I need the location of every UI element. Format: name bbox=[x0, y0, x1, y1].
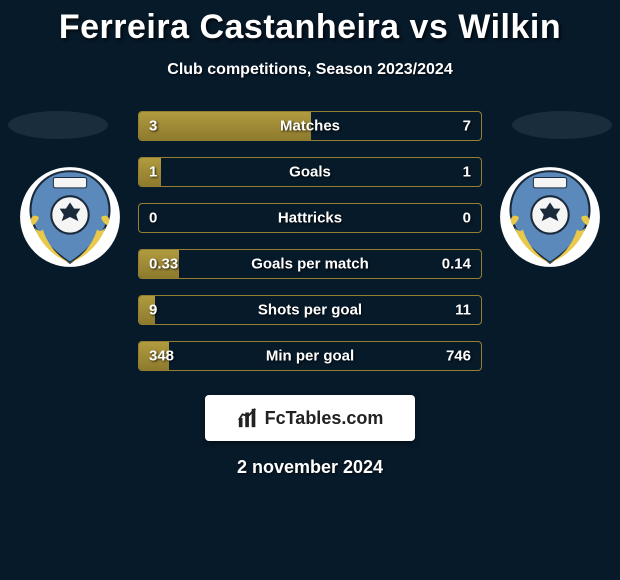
stat-value-right: 746 bbox=[446, 348, 471, 365]
stat-row: 0.33 Goals per match 0.14 bbox=[138, 249, 482, 279]
stat-value-right: 0 bbox=[463, 210, 471, 227]
club-crest-right bbox=[498, 165, 602, 269]
stat-label: Shots per goal bbox=[258, 302, 362, 319]
stat-value-right: 7 bbox=[463, 118, 471, 135]
stat-row: 1 Goals 1 bbox=[138, 157, 482, 187]
stat-value-left: 3 bbox=[149, 118, 157, 135]
comparison-panel: 3 Matches 7 1 Goals 1 0 Hattricks 0 0.33… bbox=[0, 111, 620, 478]
club-crest-icon bbox=[18, 165, 122, 269]
stat-label: Goals per match bbox=[251, 256, 369, 273]
stat-value-right: 11 bbox=[455, 302, 471, 319]
stat-value-right: 1 bbox=[463, 164, 471, 181]
club-crest-left bbox=[18, 165, 122, 269]
brand-badge[interactable]: FcTables.com bbox=[205, 395, 415, 441]
stat-label: Goals bbox=[289, 164, 331, 181]
page-subtitle: Club competitions, Season 2023/2024 bbox=[0, 61, 620, 79]
stat-row: 9 Shots per goal 11 bbox=[138, 295, 482, 325]
shadow-ellipse-right bbox=[512, 111, 612, 139]
stat-row: 348 Min per goal 746 bbox=[138, 341, 482, 371]
stat-value-right: 0.14 bbox=[442, 256, 471, 273]
date-label: 2 november 2024 bbox=[0, 457, 620, 478]
stat-row: 0 Hattricks 0 bbox=[138, 203, 482, 233]
stat-value-left: 0 bbox=[149, 210, 157, 227]
brand-text: FcTables.com bbox=[265, 408, 384, 429]
club-crest-icon bbox=[498, 165, 602, 269]
stat-row: 3 Matches 7 bbox=[138, 111, 482, 141]
page-title: Ferreira Castanheira vs Wilkin bbox=[0, 0, 620, 47]
stat-value-left: 1 bbox=[149, 164, 157, 181]
stat-label: Matches bbox=[280, 118, 340, 135]
shadow-ellipse-left bbox=[8, 111, 108, 139]
bar-chart-icon bbox=[237, 407, 259, 429]
stat-value-left: 348 bbox=[149, 348, 174, 365]
stat-label: Min per goal bbox=[266, 348, 354, 365]
stat-bars: 3 Matches 7 1 Goals 1 0 Hattricks 0 0.33… bbox=[138, 111, 482, 371]
stat-value-left: 0.33 bbox=[149, 256, 178, 273]
stat-value-left: 9 bbox=[149, 302, 157, 319]
stat-label: Hattricks bbox=[278, 210, 342, 227]
